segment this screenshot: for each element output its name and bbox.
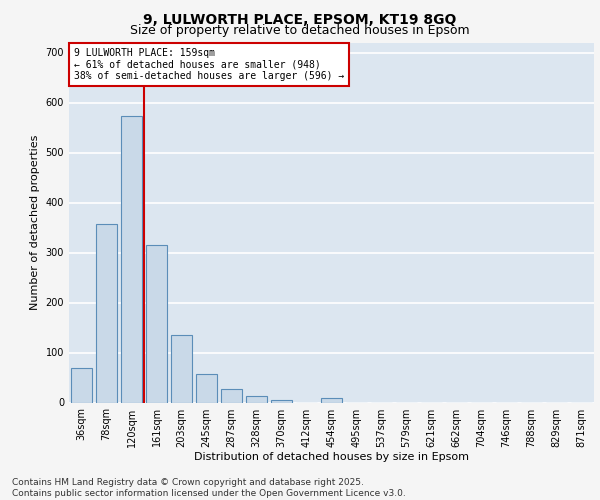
Text: 9 LULWORTH PLACE: 159sqm
← 61% of detached houses are smaller (948)
38% of semi-: 9 LULWORTH PLACE: 159sqm ← 61% of detach… <box>74 48 344 81</box>
Bar <box>71 368 92 402</box>
Text: 9, LULWORTH PLACE, EPSOM, KT19 8GQ: 9, LULWORTH PLACE, EPSOM, KT19 8GQ <box>143 12 457 26</box>
Text: Contains HM Land Registry data © Crown copyright and database right 2025.
Contai: Contains HM Land Registry data © Crown c… <box>12 478 406 498</box>
Bar <box>171 335 192 402</box>
Y-axis label: Number of detached properties: Number of detached properties <box>30 135 40 310</box>
Bar <box>221 389 242 402</box>
Bar <box>321 398 342 402</box>
Bar <box>146 245 167 402</box>
Text: Size of property relative to detached houses in Epsom: Size of property relative to detached ho… <box>130 24 470 37</box>
Bar <box>271 400 292 402</box>
Bar <box>246 396 267 402</box>
Bar <box>96 224 117 402</box>
X-axis label: Distribution of detached houses by size in Epsom: Distribution of detached houses by size … <box>194 452 469 462</box>
Bar <box>196 374 217 402</box>
Bar <box>121 116 142 403</box>
